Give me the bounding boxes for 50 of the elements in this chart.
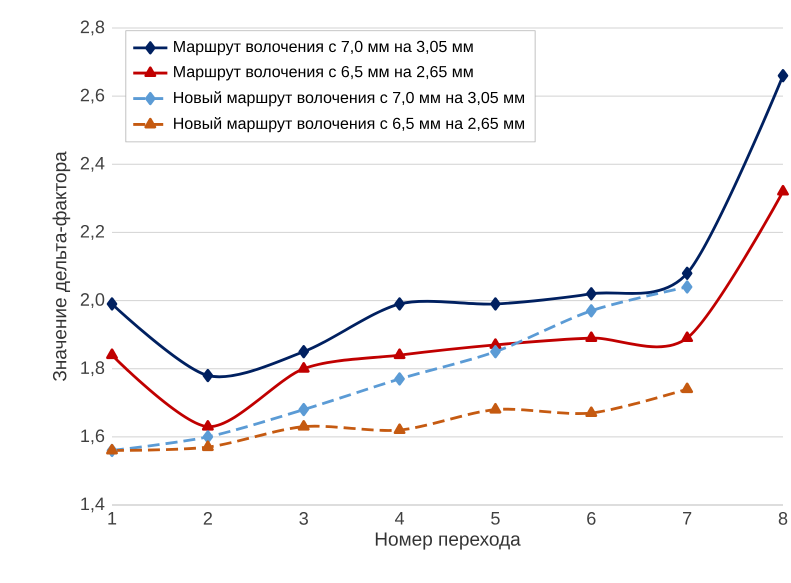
point bbox=[681, 331, 694, 342]
point bbox=[682, 280, 692, 294]
y-tick-label: 2,0 bbox=[80, 293, 104, 308]
point bbox=[490, 297, 501, 311]
point bbox=[202, 440, 214, 452]
point bbox=[298, 402, 310, 416]
x-tick-label: 6 bbox=[587, 512, 596, 525]
point bbox=[490, 345, 501, 358]
point bbox=[778, 69, 788, 82]
x-tick-label: 3 bbox=[299, 512, 308, 525]
y-tick-label: 1,4 bbox=[81, 498, 104, 512]
y-tick-label: 1,8 bbox=[81, 361, 104, 376]
y-tick-label: 1,6 bbox=[81, 429, 104, 444]
y-tick-label: 2,4 bbox=[80, 156, 104, 172]
y-tick-label: 2,2 bbox=[80, 224, 104, 240]
point bbox=[106, 297, 118, 311]
point bbox=[298, 345, 310, 358]
x-tick-label: 5 bbox=[491, 512, 500, 525]
point bbox=[490, 402, 502, 414]
y-tick-label: 2,8 bbox=[80, 20, 104, 36]
point bbox=[298, 362, 310, 373]
x-tick-label: 1 bbox=[108, 512, 116, 524]
point bbox=[681, 382, 694, 394]
point bbox=[777, 184, 789, 196]
point bbox=[394, 297, 405, 311]
x-tick-label: 4 bbox=[394, 512, 404, 524]
point bbox=[394, 348, 406, 360]
legend-label: Маршрут волочения с 6,5 мм на 2,65 мм bbox=[174, 66, 473, 80]
x-tick-label: 7 bbox=[683, 512, 692, 524]
point bbox=[202, 420, 214, 431]
point bbox=[586, 304, 597, 318]
point bbox=[682, 266, 692, 280]
point bbox=[394, 423, 406, 434]
point bbox=[106, 444, 118, 454]
point bbox=[394, 372, 405, 386]
legend-label: Маршрут волочения с 7,0 мм на 3,05 мм bbox=[174, 40, 473, 56]
y-axis-title: Значение дельта-фактора bbox=[52, 151, 70, 382]
point bbox=[585, 406, 598, 417]
y-tick-label: 2,6 bbox=[80, 88, 104, 104]
legend-label: Новый маршрут волочения с 7,0 мм на 3,05 мм bbox=[174, 91, 524, 106]
x-tick-label: 8 bbox=[778, 512, 788, 525]
x-tick-label: 2 bbox=[204, 512, 212, 525]
point bbox=[586, 287, 597, 300]
x-axis-title: Номер перехода bbox=[376, 532, 521, 550]
point bbox=[202, 430, 214, 444]
point bbox=[585, 331, 598, 342]
legend-label: Новый маршрут волочения с 6,5 мм на 2,65 мм bbox=[174, 116, 524, 132]
point bbox=[106, 348, 118, 360]
point bbox=[202, 368, 214, 382]
point bbox=[298, 420, 310, 431]
